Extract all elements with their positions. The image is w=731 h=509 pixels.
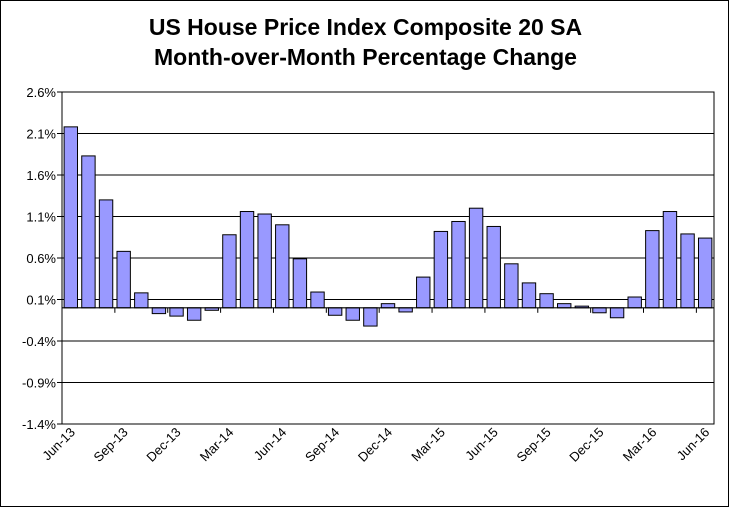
y-tick-label: 0.1% <box>26 293 56 308</box>
x-tick-label: Mar-16 <box>620 425 660 465</box>
bar-Aug-14 <box>310 291 325 309</box>
x-tick-label: Sep-15 <box>513 425 553 465</box>
bar-Sep-13 <box>116 250 131 309</box>
y-tick-label: -0.4% <box>22 334 56 349</box>
plot-border <box>61 91 715 425</box>
bar-Apr-15 <box>451 220 466 309</box>
bar-Apr-16 <box>662 211 678 309</box>
bar-Mar-14 <box>222 234 237 309</box>
bar-Jan-15 <box>398 307 413 313</box>
bar-Feb-15 <box>416 276 431 309</box>
bar-Mar-16 <box>645 230 660 309</box>
x-tick-label: Jun-15 <box>462 425 501 464</box>
bar-Jun-15 <box>486 225 501 309</box>
bar-Oct-14 <box>345 307 360 321</box>
x-tick-label: Dec-15 <box>566 425 606 465</box>
bar-Feb-16 <box>627 296 642 309</box>
bar-Jun-14 <box>275 224 290 309</box>
bar-Aug-13 <box>98 199 114 309</box>
bar-Jul-14 <box>292 258 308 309</box>
bar-Dec-15 <box>592 307 607 314</box>
y-tick-label: 1.6% <box>26 168 56 183</box>
x-tick-label: Sep-13 <box>91 425 131 465</box>
x-tick-label: Dec-14 <box>355 425 395 465</box>
bar-Jun-13 <box>63 126 79 309</box>
bar-Dec-13 <box>169 307 184 317</box>
bar-Jun-16 <box>697 237 713 309</box>
y-tick-label: -1.4% <box>22 417 56 432</box>
bar-Jan-14 <box>186 307 202 321</box>
chart-subtitle: Month-over-Month Percentage Change <box>154 44 577 70</box>
x-tick-label: Mar-15 <box>408 425 448 465</box>
bar-Apr-14 <box>239 211 255 309</box>
y-tick-label: 2.6% <box>26 85 56 100</box>
bar-Jul-15 <box>504 263 519 309</box>
bar-May-16 <box>680 233 695 309</box>
x-tick-label: Dec-13 <box>143 425 183 465</box>
x-tick-label: Jun-16 <box>674 425 713 464</box>
bar-Jan-16 <box>609 307 625 319</box>
bar-Aug-15 <box>521 282 537 309</box>
y-tick-label: 2.1% <box>26 127 56 142</box>
bar-Sep-15 <box>539 293 554 309</box>
y-tick-label: -0.9% <box>22 376 56 391</box>
bar-Nov-13 <box>151 307 167 315</box>
bar-May-15 <box>468 207 484 309</box>
x-tick-label: Jun-14 <box>251 425 290 464</box>
bar-Dec-14 <box>380 303 396 309</box>
bar-May-14 <box>257 213 272 309</box>
y-tick-label: 1.1% <box>26 210 56 225</box>
bar-Oct-15 <box>557 303 572 309</box>
x-tick-label: Sep-14 <box>302 425 342 465</box>
chart-title: US House Price Index Composite 20 SA <box>148 14 583 40</box>
bar-Sep-14 <box>327 307 343 316</box>
x-tick-label: Mar-14 <box>197 425 237 465</box>
bar-Mar-15 <box>433 230 449 309</box>
bar-Oct-13 <box>134 292 149 309</box>
bar-Nov-14 <box>363 307 378 327</box>
bar-Jul-13 <box>81 155 96 309</box>
y-tick-label: 0.6% <box>26 251 56 266</box>
